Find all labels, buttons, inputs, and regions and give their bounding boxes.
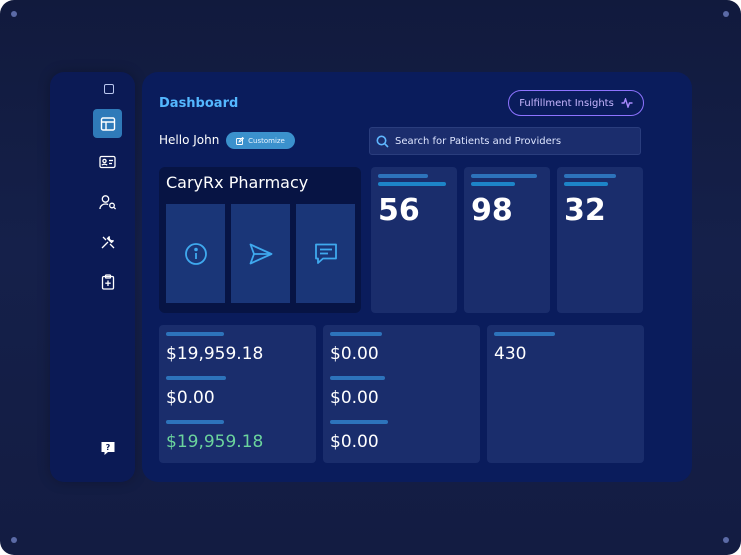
insights-icon xyxy=(621,98,633,108)
search-icon xyxy=(376,135,389,148)
stat-card: 56 xyxy=(371,167,457,313)
label-placeholder-bar xyxy=(471,182,515,186)
greeting: Hello John xyxy=(159,133,220,147)
corner-dot xyxy=(11,537,17,543)
sidebar-item-patients[interactable] xyxy=(93,187,122,216)
revenue-card: $0.00 $0.00 $0.00 xyxy=(323,325,480,463)
amount-value: $19,959.18 xyxy=(166,432,264,452)
count-card: 430 xyxy=(487,325,644,463)
label-placeholder-bar xyxy=(330,376,385,380)
label-placeholder-bar xyxy=(330,420,388,424)
info-icon xyxy=(184,242,207,265)
fulfillment-insights-label: Fulfillment Insights xyxy=(519,97,614,109)
edit-icon xyxy=(236,136,245,145)
pharmacy-message-button[interactable] xyxy=(296,204,355,303)
count-value: 430 xyxy=(494,344,527,364)
sidebar: ? xyxy=(50,72,135,482)
label-placeholder-bar xyxy=(471,174,537,178)
label-placeholder-bar xyxy=(378,182,446,186)
search-input[interactable]: Search for Patients and Providers xyxy=(369,127,641,155)
amount-value: $19,959.18 xyxy=(166,344,264,364)
sidebar-item-id-card[interactable] xyxy=(93,147,122,176)
customize-label: Customize xyxy=(248,136,285,145)
tools-icon xyxy=(101,235,114,248)
clipboard-plus-icon xyxy=(101,273,114,290)
revenue-card: $19,959.18 $0.00 $19,959.18 xyxy=(159,325,316,463)
help-icon: ? xyxy=(101,441,114,455)
corner-dot xyxy=(723,537,729,543)
stat-value: 56 xyxy=(378,193,420,228)
amount-value: $0.00 xyxy=(166,388,215,408)
label-placeholder-bar xyxy=(330,332,382,336)
dashboard-icon xyxy=(100,116,115,131)
sidebar-item-orders[interactable] xyxy=(93,267,122,296)
label-placeholder-bar xyxy=(166,420,224,424)
pharmacy-card: CaryRx Pharmacy xyxy=(159,167,361,313)
svg-text:?: ? xyxy=(105,443,110,452)
label-placeholder-bar xyxy=(564,182,608,186)
corner-dot xyxy=(11,11,17,17)
pharmacy-send-button[interactable] xyxy=(231,204,290,303)
label-placeholder-bar xyxy=(494,332,555,336)
stat-value: 32 xyxy=(564,193,606,228)
sidebar-item-dashboard[interactable] xyxy=(93,109,122,138)
fulfillment-insights-button[interactable]: Fulfillment Insights xyxy=(508,90,644,116)
amount-value: $0.00 xyxy=(330,344,379,364)
message-icon xyxy=(314,243,337,264)
amount-value: $0.00 xyxy=(330,432,379,452)
customize-button[interactable]: Customize xyxy=(226,132,295,149)
label-placeholder-bar xyxy=(166,376,226,380)
label-placeholder-bar xyxy=(166,332,224,336)
pharmacy-name: CaryRx Pharmacy xyxy=(166,173,309,192)
label-placeholder-bar xyxy=(564,174,616,178)
sidebar-item-help[interactable]: ? xyxy=(93,433,122,462)
pharmacy-info-button[interactable] xyxy=(166,204,225,303)
label-placeholder-bar xyxy=(378,174,428,178)
stat-card: 98 xyxy=(464,167,550,313)
page-title: Dashboard xyxy=(159,96,239,111)
stat-card: 32 xyxy=(557,167,643,313)
amount-value: $0.00 xyxy=(330,388,379,408)
collapse-sidebar-icon[interactable] xyxy=(104,84,114,94)
corner-dot xyxy=(723,11,729,17)
send-icon xyxy=(249,243,272,264)
sidebar-item-tools[interactable] xyxy=(93,227,122,256)
main-panel: Dashboard Fulfillment Insights Hello Joh… xyxy=(142,72,692,482)
id-card-icon xyxy=(99,155,116,168)
search-placeholder: Search for Patients and Providers xyxy=(395,135,562,147)
user-search-icon xyxy=(98,194,116,210)
stat-value: 98 xyxy=(471,193,513,228)
